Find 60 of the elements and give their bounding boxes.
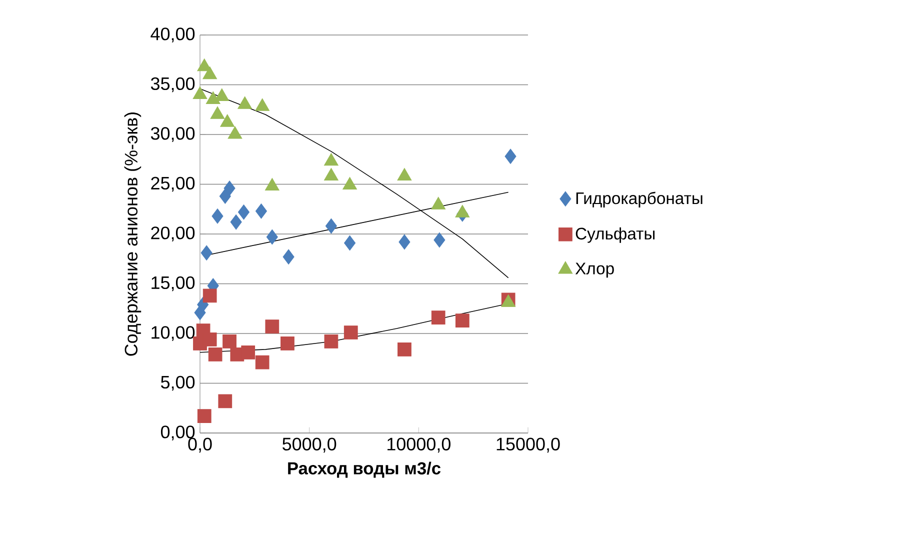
point bbox=[202, 66, 218, 80]
y-tick-label: 40,00 bbox=[150, 28, 195, 42]
point bbox=[266, 229, 278, 245]
point bbox=[324, 168, 338, 181]
point bbox=[398, 342, 412, 356]
y-tick-label: 25,00 bbox=[151, 176, 195, 192]
point bbox=[255, 204, 267, 219]
point bbox=[325, 218, 337, 234]
point bbox=[324, 334, 338, 348]
point bbox=[219, 188, 231, 204]
x-axis-title: Расход воды м3/с bbox=[288, 462, 441, 478]
point bbox=[224, 180, 236, 196]
point bbox=[208, 347, 222, 362]
point bbox=[255, 98, 270, 111]
point bbox=[192, 86, 208, 99]
point bbox=[434, 232, 446, 248]
y-axis-title: Содержание анионов (%-экв) bbox=[124, 112, 142, 356]
legend-label: Гидрокарбонаты bbox=[576, 192, 702, 208]
point bbox=[342, 176, 357, 190]
point bbox=[324, 153, 338, 166]
point bbox=[282, 249, 294, 264]
point bbox=[344, 235, 356, 251]
point bbox=[212, 208, 224, 224]
point bbox=[265, 320, 280, 334]
point bbox=[398, 234, 410, 250]
x-tick-label: 15000,0 bbox=[496, 438, 560, 453]
y-tick-label: 5,00 bbox=[160, 376, 195, 391]
legend-label: Сульфаты bbox=[576, 227, 655, 243]
point bbox=[255, 355, 270, 370]
point bbox=[238, 204, 250, 220]
point bbox=[202, 288, 217, 303]
legend-label: Хлор bbox=[575, 262, 614, 278]
point bbox=[455, 314, 470, 328]
x-tick-label: 10000,0 bbox=[388, 438, 450, 453]
point bbox=[455, 204, 470, 218]
y-tick-label: 35,00 bbox=[150, 77, 195, 92]
point bbox=[344, 326, 358, 340]
point bbox=[241, 345, 256, 360]
point bbox=[264, 178, 280, 191]
point bbox=[238, 96, 252, 109]
point bbox=[214, 88, 230, 101]
point bbox=[210, 106, 225, 119]
y-tick-label: 10,00 bbox=[152, 326, 195, 341]
point bbox=[222, 334, 236, 348]
y-tick-label: 30,00 bbox=[150, 127, 195, 142]
point bbox=[431, 310, 446, 325]
y-tick-label: 20,00 bbox=[151, 226, 195, 242]
point bbox=[200, 245, 212, 261]
point bbox=[280, 336, 294, 350]
y-tick-label: 15,00 bbox=[152, 276, 195, 292]
x-tick-label: 5000,0 bbox=[282, 438, 336, 453]
point bbox=[230, 214, 242, 230]
point bbox=[431, 196, 446, 210]
point bbox=[228, 126, 242, 139]
point bbox=[218, 394, 232, 408]
point bbox=[504, 148, 516, 164]
point bbox=[197, 409, 212, 424]
point bbox=[220, 114, 235, 127]
point bbox=[206, 91, 220, 104]
point bbox=[397, 168, 412, 181]
